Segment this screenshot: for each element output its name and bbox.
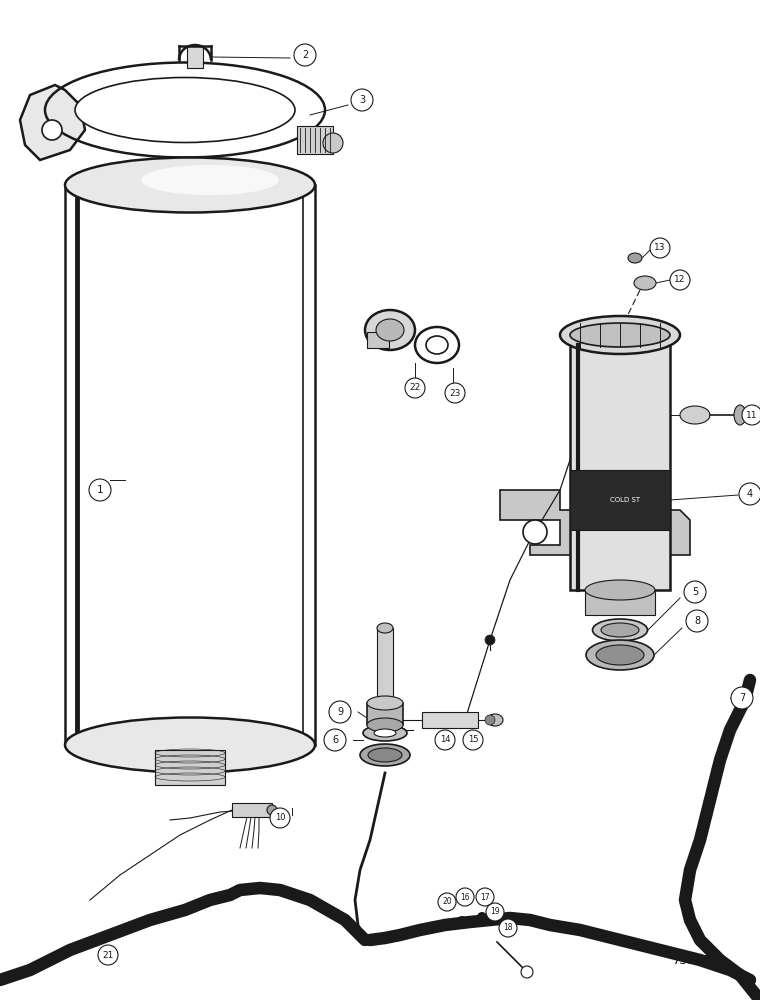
Bar	[367, 332, 389, 348]
Ellipse shape	[365, 310, 415, 350]
Ellipse shape	[65, 718, 315, 772]
Text: 14: 14	[440, 736, 450, 744]
Bar	[187, 46, 203, 68]
Ellipse shape	[487, 714, 503, 726]
Circle shape	[476, 888, 494, 906]
Bar	[585, 590, 655, 615]
Circle shape	[324, 729, 346, 751]
Bar	[570, 470, 670, 530]
Ellipse shape	[368, 748, 402, 762]
Ellipse shape	[367, 696, 403, 710]
Ellipse shape	[376, 319, 404, 341]
Ellipse shape	[65, 157, 315, 213]
Circle shape	[351, 89, 373, 111]
Circle shape	[485, 715, 495, 725]
Circle shape	[329, 701, 351, 723]
Text: 20: 20	[442, 898, 451, 906]
Text: 13: 13	[654, 243, 666, 252]
Ellipse shape	[601, 623, 639, 637]
Bar	[232, 803, 272, 817]
Ellipse shape	[585, 580, 655, 600]
Text: 22: 22	[410, 383, 420, 392]
Bar	[422, 712, 478, 728]
Circle shape	[440, 923, 448, 931]
Circle shape	[323, 133, 343, 153]
Bar	[570, 345, 670, 590]
Ellipse shape	[267, 805, 277, 815]
Text: 731209: 731209	[673, 954, 717, 966]
Circle shape	[485, 635, 495, 645]
Ellipse shape	[363, 725, 407, 741]
Ellipse shape	[734, 405, 746, 425]
Circle shape	[270, 808, 290, 828]
Ellipse shape	[426, 336, 448, 354]
Ellipse shape	[374, 729, 396, 737]
Circle shape	[89, 479, 111, 501]
Circle shape	[477, 912, 487, 922]
Bar	[367, 703, 403, 725]
Bar	[155, 750, 225, 785]
Text: 6: 6	[332, 735, 338, 745]
Circle shape	[98, 945, 118, 965]
Text: 10: 10	[275, 814, 285, 822]
Circle shape	[456, 888, 474, 906]
Circle shape	[445, 383, 465, 403]
Ellipse shape	[141, 165, 279, 195]
Circle shape	[739, 483, 760, 505]
Circle shape	[650, 238, 670, 258]
Polygon shape	[20, 85, 85, 160]
Text: 4: 4	[747, 489, 753, 499]
Circle shape	[486, 903, 504, 921]
Circle shape	[684, 581, 706, 603]
Circle shape	[686, 610, 708, 632]
Circle shape	[463, 730, 483, 750]
Circle shape	[731, 687, 753, 709]
Text: 15: 15	[467, 736, 478, 744]
Ellipse shape	[367, 718, 403, 732]
Ellipse shape	[596, 645, 644, 665]
Bar	[377, 628, 393, 703]
Circle shape	[521, 966, 533, 978]
Ellipse shape	[634, 276, 656, 290]
Circle shape	[294, 44, 316, 66]
Circle shape	[42, 120, 62, 140]
Ellipse shape	[570, 323, 670, 347]
Ellipse shape	[360, 744, 410, 766]
Ellipse shape	[628, 253, 642, 263]
Ellipse shape	[377, 623, 393, 633]
Circle shape	[499, 919, 517, 937]
Ellipse shape	[680, 406, 710, 424]
Text: 11: 11	[746, 410, 758, 420]
Text: 8: 8	[694, 616, 700, 626]
Text: 9: 9	[337, 707, 343, 717]
Text: 21: 21	[103, 950, 114, 960]
Circle shape	[435, 730, 455, 750]
Ellipse shape	[593, 619, 648, 641]
Text: 18: 18	[503, 924, 513, 932]
Ellipse shape	[586, 640, 654, 670]
Text: 3: 3	[359, 95, 365, 105]
Text: 12: 12	[674, 275, 686, 284]
Text: 1: 1	[97, 485, 103, 495]
Text: 5: 5	[692, 587, 698, 597]
Ellipse shape	[560, 316, 680, 354]
Text: 7: 7	[739, 693, 745, 703]
Circle shape	[438, 893, 456, 911]
Text: 17: 17	[480, 892, 489, 902]
Text: 16: 16	[461, 892, 470, 902]
Circle shape	[405, 378, 425, 398]
Bar	[65, 185, 315, 745]
Circle shape	[742, 405, 760, 425]
Text: COLD ST: COLD ST	[610, 497, 640, 503]
Circle shape	[456, 916, 468, 928]
Text: 23: 23	[449, 388, 461, 397]
Ellipse shape	[75, 78, 295, 142]
Circle shape	[670, 270, 690, 290]
Polygon shape	[500, 490, 690, 555]
Text: 2: 2	[302, 50, 308, 60]
Text: 19: 19	[490, 908, 500, 916]
Circle shape	[523, 520, 547, 544]
Bar	[297, 126, 333, 154]
